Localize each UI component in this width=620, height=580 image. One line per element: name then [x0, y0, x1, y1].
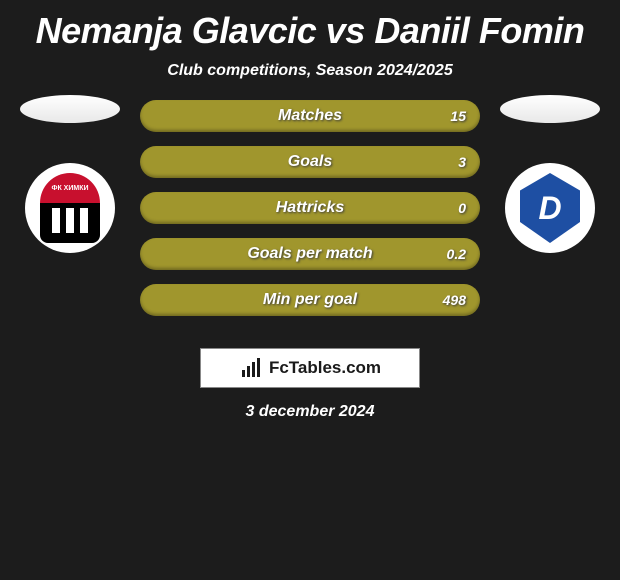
main-content: ФК ХИМКИ Matches 15 Goals 3 [0, 95, 620, 421]
chart-icon [239, 356, 263, 380]
stat-row-matches: Matches 15 [140, 100, 480, 132]
stats-section: Matches 15 Goals 3 Hattricks 0 Goals per… [140, 95, 480, 421]
stat-right-value: 0.2 [447, 246, 466, 262]
khimki-logo-top: ФК ХИМКИ [40, 173, 100, 203]
comparison-infographic: Nemanja Glavcic vs Daniil Fomin Club com… [0, 0, 620, 421]
date-label: 3 december 2024 [246, 403, 375, 421]
page-title: Nemanja Glavcic vs Daniil Fomin [0, 0, 620, 57]
khimki-logo-bottom [40, 203, 100, 243]
player-left-column: ФК ХИМКИ [20, 95, 120, 253]
stat-right-value: 0 [458, 200, 466, 216]
stat-row-hattricks: Hattricks 0 [140, 192, 480, 224]
dynamo-logo-icon: D [520, 173, 580, 243]
player-left-oval [20, 95, 120, 123]
club-logo-left: ФК ХИМКИ [25, 163, 115, 253]
stat-row-goals-per-match: Goals per match 0.2 [140, 238, 480, 270]
subtitle: Club competitions, Season 2024/2025 [0, 57, 620, 95]
stat-right-value: 3 [458, 154, 466, 170]
stat-label: Goals [288, 153, 332, 171]
stat-label: Hattricks [276, 199, 344, 217]
player-right-oval [500, 95, 600, 123]
attribution-text: FcTables.com [269, 358, 381, 378]
khimki-logo-icon: ФК ХИМКИ [35, 173, 105, 243]
stat-row-goals: Goals 3 [140, 146, 480, 178]
footer-section: FcTables.com 3 december 2024 [140, 348, 480, 421]
stat-label: Matches [278, 107, 342, 125]
stat-row-min-per-goal: Min per goal 498 [140, 284, 480, 316]
stat-label: Goals per match [247, 245, 372, 263]
stat-label: Min per goal [263, 291, 357, 309]
stat-right-value: 15 [450, 108, 466, 124]
player-right-column: D [500, 95, 600, 253]
club-logo-right: D [505, 163, 595, 253]
attribution-box: FcTables.com [200, 348, 420, 388]
stat-right-value: 498 [443, 292, 466, 308]
